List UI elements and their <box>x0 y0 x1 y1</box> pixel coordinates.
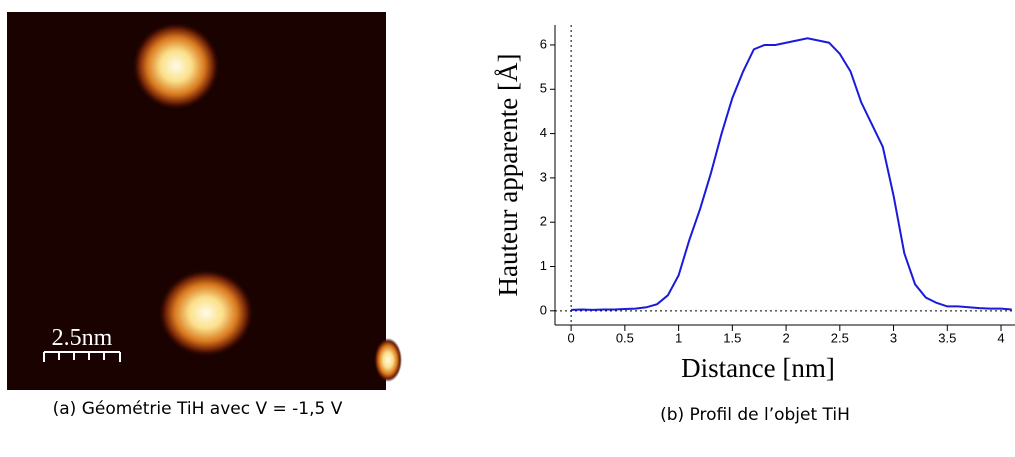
y-tick-label: 2 <box>540 214 547 229</box>
y-tick-label: 1 <box>540 258 547 273</box>
caption-b: (b) Profil de l’objet TiH <box>660 405 850 425</box>
adsorbate <box>374 338 402 382</box>
x-axis-label: Distance [nm] <box>681 353 835 383</box>
adsorbate <box>132 22 220 110</box>
x-tick-label: 0 <box>568 330 575 345</box>
x-tick-label: 0.5 <box>616 330 634 345</box>
y-tick-label: 4 <box>540 125 547 140</box>
scale-label: 2.5nm <box>52 325 113 351</box>
y-tick-label: 6 <box>540 36 547 51</box>
x-tick-label: 3.5 <box>938 330 956 345</box>
x-tick-label: 1 <box>675 330 682 345</box>
scale-bar <box>43 351 121 362</box>
y-axis-label: Hauteur apparente [Å] <box>493 54 523 297</box>
y-tick-label: 3 <box>540 169 547 184</box>
x-tick-label: 3 <box>890 330 897 345</box>
profile-line <box>571 37 1012 311</box>
x-tick-label: 2.5 <box>831 330 849 345</box>
x-tick-label: 1.5 <box>723 330 741 345</box>
y-tick-label: 0 <box>540 302 547 317</box>
x-tick-label: 2 <box>782 330 789 345</box>
y-tick-label: 5 <box>540 81 547 96</box>
caption-a-box: (a) Géométrie TiH avec V = -1,5 V <box>52 399 343 419</box>
adsorbate <box>158 269 254 357</box>
stm-image: 2.5nm <box>7 12 402 390</box>
x-tick-label: 4 <box>997 330 1004 345</box>
caption-a: (a) Géométrie TiH avec V = -1,5 V <box>52 399 343 419</box>
